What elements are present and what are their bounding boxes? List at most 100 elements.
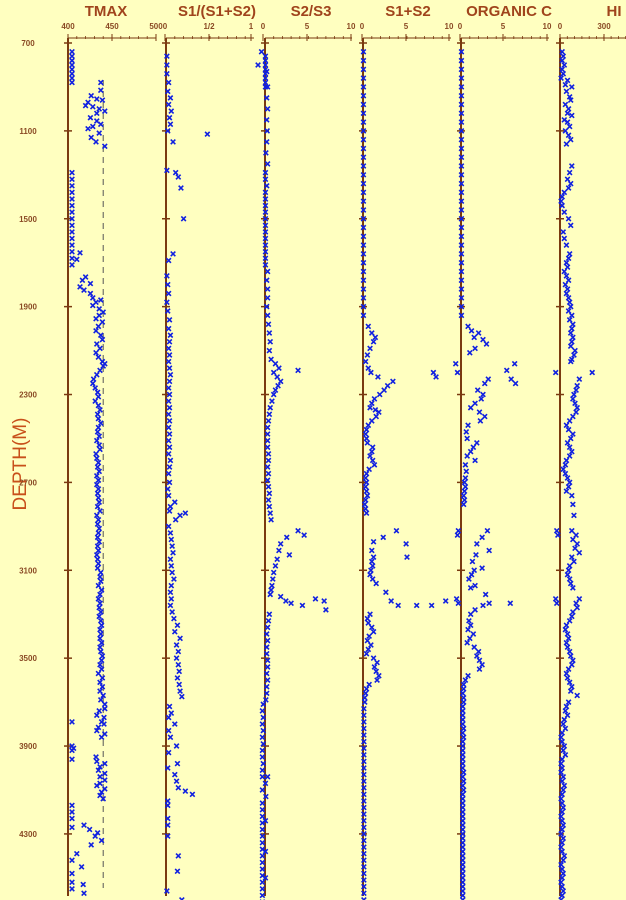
data-point (94, 534, 101, 541)
data-point (97, 688, 103, 694)
data-point (463, 429, 470, 435)
data-point (570, 431, 576, 437)
data-point (562, 708, 569, 714)
data-point (462, 475, 469, 481)
data-point (262, 79, 269, 86)
data-point (262, 235, 269, 242)
data-point (173, 642, 180, 648)
data-point (97, 79, 104, 86)
data-point (375, 374, 381, 380)
data-point (459, 751, 466, 758)
data-point (167, 332, 174, 339)
data-point (93, 138, 99, 145)
data-point (93, 110, 100, 117)
data-point (459, 892, 466, 899)
data-point (458, 48, 465, 55)
data-point (559, 765, 566, 771)
data-point (167, 530, 174, 536)
data-point (361, 694, 368, 701)
data-point (93, 512, 100, 519)
data-point (178, 185, 184, 191)
data-point (460, 769, 467, 776)
data-point (97, 574, 103, 580)
data-point (262, 53, 269, 60)
data-point (95, 402, 102, 409)
data-point (360, 163, 367, 169)
data-point (165, 101, 172, 108)
data-point (263, 138, 270, 145)
data-point (573, 387, 579, 393)
data-point (483, 341, 490, 347)
data-point (368, 369, 374, 376)
data-point (264, 437, 271, 444)
data-point (565, 255, 572, 262)
data-point (368, 558, 375, 565)
data-point (461, 479, 468, 486)
data-point (174, 760, 181, 767)
data-point (173, 778, 180, 785)
data-point (97, 679, 103, 686)
data-point (274, 556, 281, 563)
data-point (262, 255, 269, 262)
data-point (368, 567, 374, 574)
data-point (567, 330, 574, 336)
data-point (372, 334, 379, 341)
data-point (455, 600, 462, 607)
data-point (459, 708, 466, 714)
data-point (360, 101, 367, 108)
data-point (361, 784, 367, 791)
data-point (559, 874, 566, 881)
data-point (460, 686, 467, 692)
data-point (96, 442, 103, 448)
data-point (361, 765, 367, 771)
data-point (471, 567, 478, 574)
data-point (568, 683, 575, 690)
data-point (559, 809, 566, 815)
x-tick-label: 1/2 (203, 22, 215, 31)
data-point (263, 117, 270, 123)
data-point (166, 431, 173, 437)
data-point (263, 670, 270, 677)
data-point (564, 77, 571, 84)
data-point (99, 336, 106, 343)
data-point (561, 268, 568, 275)
data-point (361, 745, 367, 752)
data-point (362, 431, 369, 437)
data-point (459, 835, 466, 842)
data-point (460, 778, 467, 785)
x-tick-label: 5 (404, 22, 409, 31)
data-point (264, 160, 271, 167)
data-point (567, 580, 574, 587)
data-point (573, 532, 579, 538)
data-point (465, 323, 471, 330)
data-point (473, 653, 480, 659)
data-point (165, 257, 172, 264)
data-point (559, 193, 566, 200)
data-point (263, 650, 270, 657)
data-point (264, 624, 271, 631)
data-point (565, 426, 572, 433)
data-point (277, 541, 284, 547)
data-point (175, 853, 182, 859)
data-point (576, 376, 583, 383)
data-point (368, 448, 375, 455)
data-point (373, 580, 380, 587)
data-point (563, 670, 570, 677)
data-point (433, 374, 439, 380)
data-point (466, 576, 472, 582)
data-point (262, 780, 269, 787)
data-point (164, 765, 171, 771)
data-point (559, 778, 566, 785)
data-point (458, 101, 465, 108)
data-point (430, 369, 437, 376)
data-point (560, 822, 567, 828)
data-point (361, 705, 367, 712)
data-point (259, 806, 266, 813)
data-point (471, 644, 478, 651)
data-point (480, 391, 486, 398)
data-point (270, 369, 277, 376)
data-point (259, 721, 266, 727)
data-point (571, 512, 577, 519)
data-point (384, 382, 391, 389)
data-point (361, 864, 367, 870)
